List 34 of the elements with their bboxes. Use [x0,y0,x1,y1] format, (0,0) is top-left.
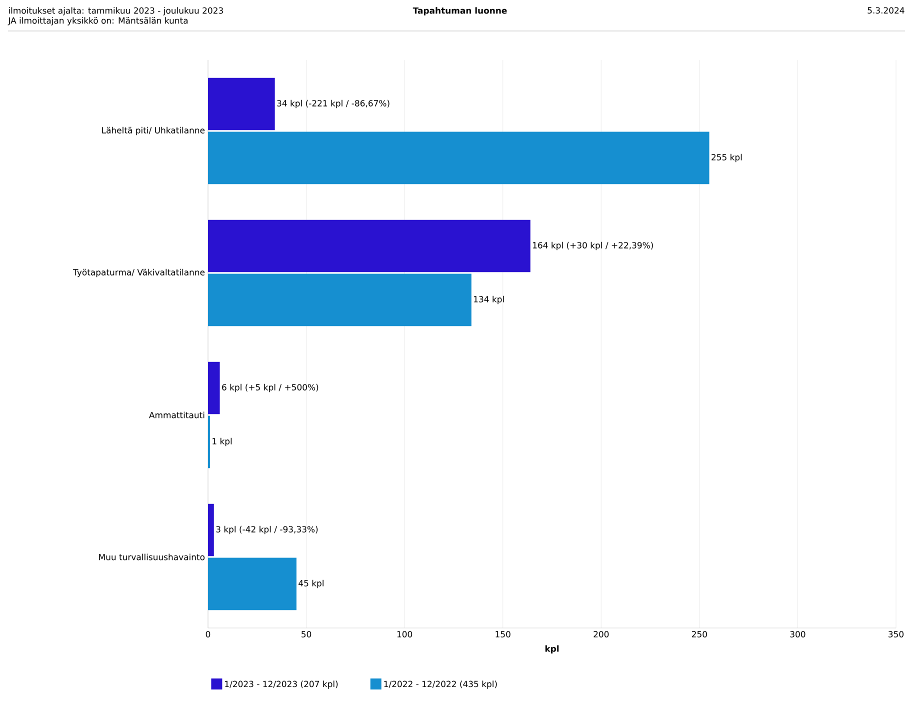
legend-label: 1/2022 - 12/2022 (435 kpl) [384,680,497,689]
y-tick-label: Läheltä piti/ Uhkatilanne [102,126,205,136]
data-label: 134 kpl [474,296,504,304]
data-label: 164 kpl (+30 kpl / +22,39%) [533,242,653,250]
bar [208,78,275,130]
x-tick-label: 100 [397,631,412,638]
data-label: 6 kpl (+5 kpl / +500%) [222,384,318,392]
x-axis-title: kpl [545,645,559,654]
bar [208,132,710,184]
x-tick-label: 250 [692,631,707,638]
data-label: 45 kpl [298,580,324,588]
data-label: 1 kpl [212,438,232,446]
bar [208,504,214,556]
x-tick-label: 350 [888,631,904,638]
y-tick-label: Muu turvallisuushavainto [99,554,205,560]
bar [208,558,296,610]
x-tick-label: 150 [496,631,510,638]
bar [208,220,530,272]
data-label: 34 kpl (-221 kpl / -86,67%) [277,100,390,108]
chart-title: Tapahtuman luonne [412,7,507,16]
x-tick-label: 200 [594,631,609,638]
y-tick-label: Ammattitauti [149,412,204,418]
text: 5.3.2024 [868,7,904,14]
data-label: 255 kpl [712,154,742,162]
x-tick-label: 50 [302,631,312,638]
x-tick-label: 300 [790,631,806,638]
x-tick-label: 0 [206,631,210,638]
bar [208,362,220,414]
data-label: 3 kpl (-42 kpl / -93,33%) [216,526,318,534]
text: ilmoitukset ajalta: tammikuu 2023 - joulukuu 2023 [9,7,223,16]
y-tick-label: Työtapaturma/ Väkivaltatilanne [73,268,205,278]
text: JA ilmoittajan yksikkö on: Mäntsälän kunta [8,17,188,26]
bar [208,274,472,326]
legend-label: 1/2023 - 12/2023 (207 kpl) [225,680,338,689]
